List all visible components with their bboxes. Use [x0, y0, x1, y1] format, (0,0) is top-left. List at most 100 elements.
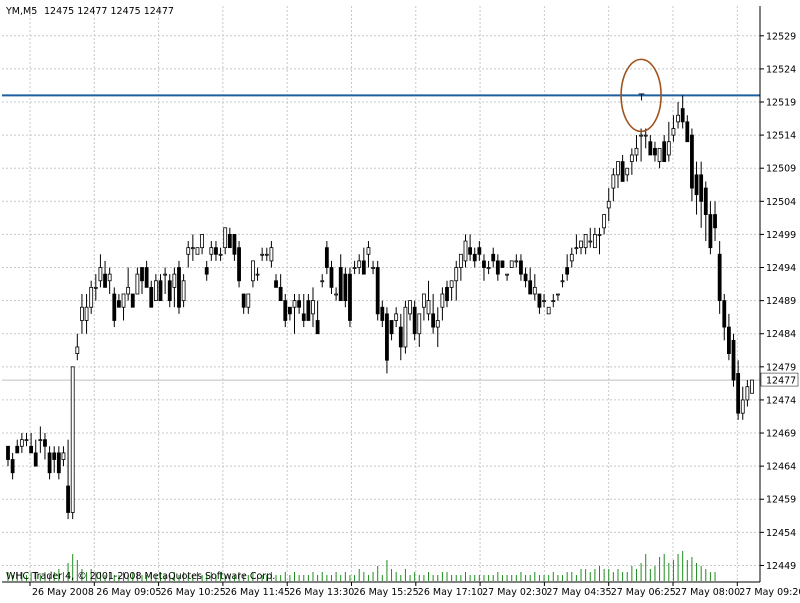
candle: [431, 294, 436, 334]
candle-body-up: [209, 247, 214, 255]
candle: [740, 386, 745, 420]
candle: [144, 260, 149, 288]
candle: [218, 247, 223, 261]
candle-body-up: [403, 306, 408, 348]
chart-symbol: YM,M5: [5, 6, 37, 17]
candle: [736, 360, 741, 420]
candle-body-up: [153, 280, 158, 302]
candle: [694, 161, 699, 215]
x-tick-label: 27 May 09:20: [739, 587, 800, 598]
candle: [338, 254, 343, 302]
candle-body-down: [565, 267, 570, 275]
y-tick-label: 12529: [766, 31, 796, 42]
y-tick-label: 12494: [766, 263, 796, 274]
candle-body-down: [52, 452, 57, 460]
candle-body-down: [537, 293, 542, 308]
candle-body-down: [412, 306, 417, 335]
candle-body-down: [56, 452, 61, 474]
candle: [149, 280, 154, 308]
candle-body-up: [597, 234, 602, 236]
candle-body-up: [505, 273, 509, 276]
candle-body-up: [172, 273, 177, 288]
annotation-circle[interactable]: [620, 58, 662, 133]
candle: [153, 274, 158, 302]
candle-body-down: [177, 267, 181, 308]
candle: [200, 234, 204, 255]
candle: [186, 241, 191, 268]
candle: [334, 287, 338, 301]
candle-body-up: [126, 286, 131, 295]
candle-body-down: [385, 313, 389, 361]
candle: [685, 115, 690, 143]
candle: [588, 227, 593, 248]
candle: [366, 241, 371, 268]
candle-body-down: [287, 306, 292, 315]
x-tick-label: 26 May 10:25: [161, 587, 226, 598]
candle-body-up: [75, 346, 80, 354]
candle-body-up: [611, 174, 616, 189]
y-tick-label: 12454: [766, 528, 796, 539]
candle-body-down: [6, 445, 10, 460]
candle: [297, 294, 302, 314]
candle-body-up: [657, 147, 662, 162]
candle-body-down: [278, 286, 283, 302]
candle: [583, 234, 588, 255]
candle-body-up: [320, 280, 325, 283]
candle: [597, 227, 602, 255]
candle: [357, 254, 362, 275]
candle: [278, 274, 283, 302]
candle: [412, 300, 417, 341]
candle: [528, 267, 533, 295]
candle: [70, 366, 75, 520]
candle-body-down: [519, 260, 523, 275]
candle-body-up: [454, 267, 459, 282]
candle-body-up: [181, 280, 186, 302]
candle: [380, 300, 385, 328]
candle: [61, 446, 66, 467]
candle-body-down: [283, 300, 288, 321]
candle: [629, 148, 634, 175]
candle-body-down: [375, 267, 380, 315]
candle: [440, 287, 445, 321]
candle-body-up: [98, 267, 103, 282]
candle-body-down: [653, 147, 657, 156]
candle: [352, 260, 357, 275]
candle: [237, 241, 241, 288]
candle-body-down: [468, 247, 473, 255]
candle: [38, 426, 43, 453]
candle: [532, 274, 537, 301]
candle-body-down: [713, 214, 717, 229]
candle-body-down: [47, 452, 52, 474]
candle: [500, 260, 505, 268]
candle: [551, 294, 556, 308]
candle: [514, 254, 519, 268]
candle: [703, 181, 708, 242]
candle: [454, 260, 459, 301]
candle: [135, 267, 140, 295]
candle-body-down: [144, 267, 149, 288]
candle-body-up: [592, 234, 597, 249]
candle-body-down: [227, 234, 232, 249]
candle: [519, 254, 523, 281]
candle: [140, 267, 144, 294]
candle: [315, 300, 320, 335]
candle: [371, 260, 375, 275]
candle-body-up: [223, 227, 228, 249]
candle-body-down: [662, 141, 667, 162]
candle: [616, 161, 620, 189]
candle-body-down: [398, 326, 403, 348]
candle: [477, 241, 482, 261]
candle-body-up: [583, 234, 588, 249]
candle: [274, 274, 278, 288]
candle-body-down: [389, 320, 394, 335]
candle-body-down: [103, 273, 107, 288]
candle-body-up: [19, 439, 24, 447]
candle-body-up: [190, 247, 195, 250]
candle: [426, 280, 431, 321]
candle: [103, 260, 107, 288]
candle-body-down: [10, 459, 15, 474]
candle-body-up: [357, 260, 362, 268]
candle: [66, 439, 70, 520]
